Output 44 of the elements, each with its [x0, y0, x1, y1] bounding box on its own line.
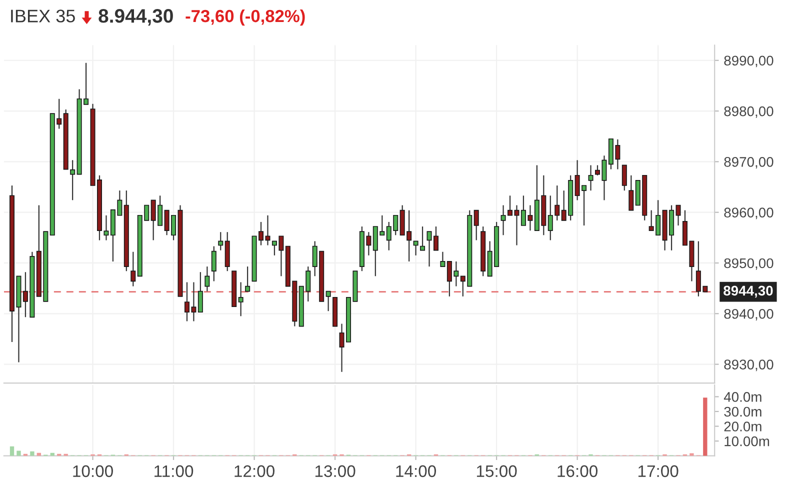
candlestick	[245, 266, 250, 292]
candlestick	[326, 290, 331, 312]
candlestick	[413, 240, 418, 256]
y-tick-label: 20.0m	[724, 422, 762, 432]
chart-subtitle: 8.944,30	[98, 9, 173, 26]
candlestick	[238, 282, 244, 317]
x-tick-label: 14:00	[396, 465, 436, 478]
candlestick	[676, 204, 681, 226]
bar	[30, 451, 34, 456]
text: -73,60 (-0,82%)	[186, 9, 305, 26]
candlestick	[628, 174, 634, 211]
y-tick-label: 8960,00	[724, 208, 774, 220]
candlestick	[474, 210, 479, 241]
candlestick	[204, 266, 210, 292]
ref-line-label: 8944,30	[724, 286, 773, 298]
candlestick	[70, 160, 76, 201]
candlestick	[588, 164, 594, 192]
y-tick-label: 8970,00	[724, 157, 774, 168]
y-tick-label: 8990,00	[724, 56, 774, 68]
candlestick	[420, 226, 426, 251]
y-tick-label: 30.0m	[724, 406, 762, 417]
candlestick	[622, 164, 627, 192]
bar	[703, 398, 708, 456]
x-tick-label: 17:00	[638, 465, 678, 478]
bar	[16, 450, 21, 456]
x-tick-label: 15:00	[476, 465, 517, 478]
y-tick-label: 10.00m	[724, 436, 770, 446]
y-tick-label: 40.0m	[724, 392, 762, 402]
x-tick-label: 16:00	[558, 465, 598, 478]
candlestick	[130, 251, 136, 287]
y-tick-label: 8980,00	[724, 106, 774, 118]
chart-title: IBEX 35	[11, 10, 75, 22]
x-tick-label: 11:00	[154, 465, 194, 478]
bar	[10, 446, 14, 456]
y-tick-label: 8950,00	[724, 258, 774, 270]
candlestick	[218, 232, 224, 251]
y-tick-label: 8930,00	[724, 360, 774, 372]
candlestick	[198, 272, 203, 313]
x-tick-label: 13:00	[315, 465, 356, 478]
candlestick	[440, 251, 446, 268]
x-tick-label: 12:00	[234, 465, 274, 478]
y-tick-label: 8940,00	[724, 308, 774, 320]
x-tick-label: 10:00	[73, 465, 113, 478]
candlestick	[211, 246, 216, 282]
